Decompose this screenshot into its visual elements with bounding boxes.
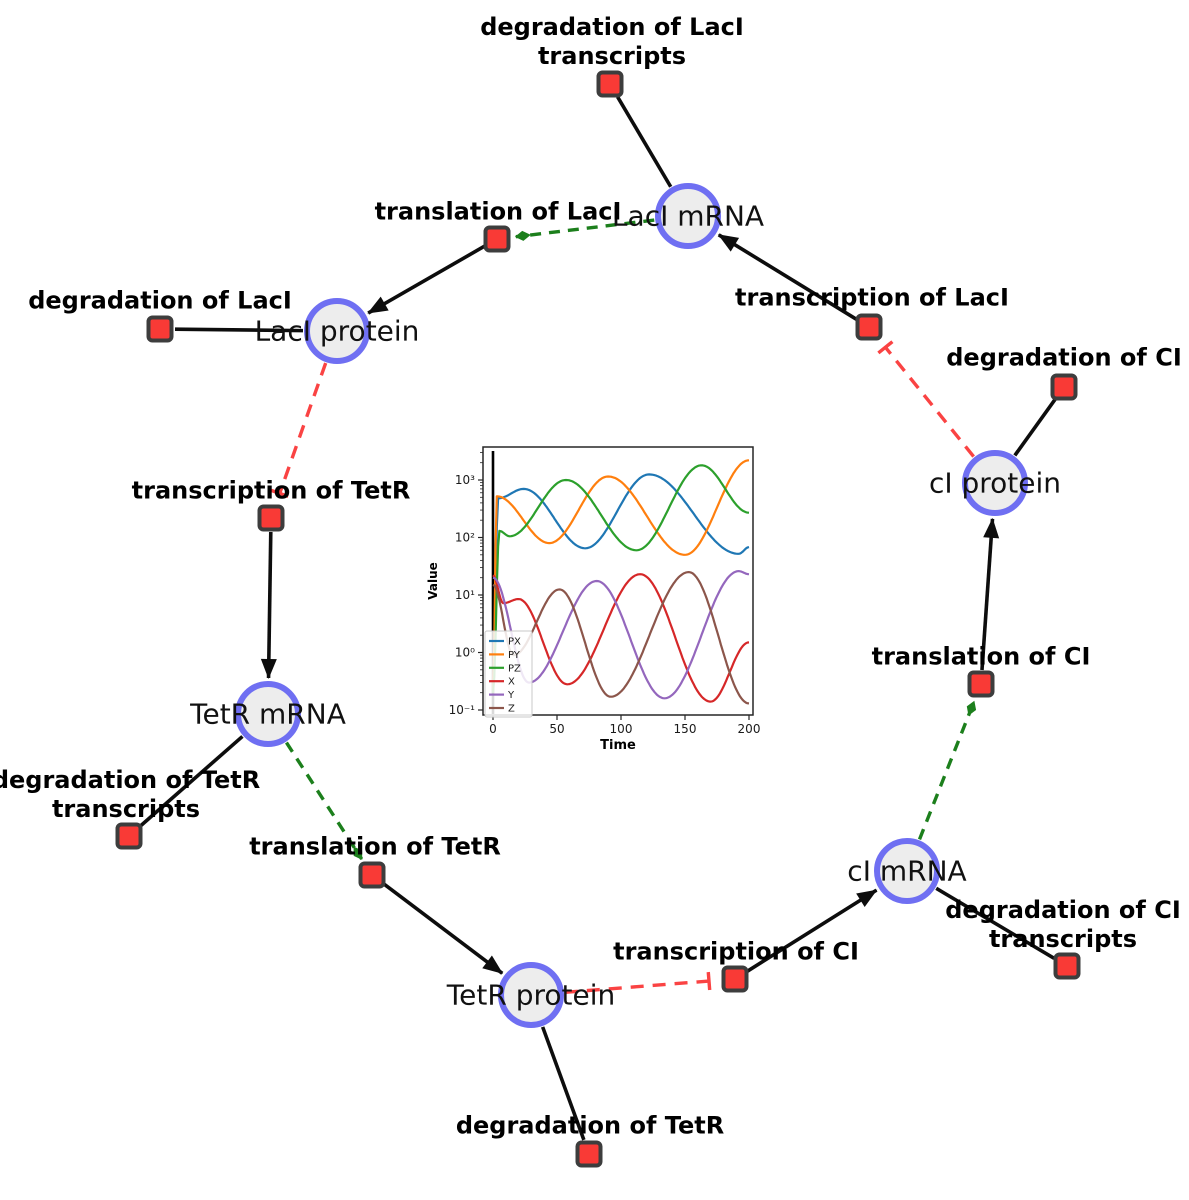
- reaction-label-deg-laci-transcripts: degradation of LacI transcripts: [480, 13, 744, 70]
- chart-series-PZ: [491, 464, 750, 693]
- edge-activation-ci-mrna-to-translation-ci: [917, 700, 977, 841]
- edge-consumption-tetr-protein-to-deg-tetr: [540, 1026, 586, 1141]
- x-tick-label: 200: [738, 722, 761, 736]
- species-label-ci-mrna: cI mRNA: [847, 854, 967, 888]
- edge-inhibition-ci-protein-to-transcription-laci: [877, 340, 975, 458]
- species-label-ci-protein: cI protein: [928, 466, 1062, 500]
- chart-frame: [482, 446, 754, 716]
- species-node-tetr-protein: [498, 962, 564, 1028]
- edge-activation-laci-mrna-to-translation-laci: [514, 218, 655, 241]
- x-tick-label: 0: [489, 722, 497, 736]
- species-node-laci-protein: [304, 298, 370, 364]
- reaction-label-deg-tetr: degradation of TetR: [455, 1111, 725, 1140]
- edge-production-translation-ci-to-ci-protein: [980, 517, 1000, 671]
- edge-production-transcription-tetr-to-tetr-mrna: [260, 531, 277, 680]
- reaction-label-transcription-ci: transcription of CI: [613, 937, 859, 966]
- edge-consumption-tetr-mrna-to-deg-tetr-transcripts: [139, 735, 244, 828]
- species-node-tetr-mrna: [235, 681, 301, 747]
- reaction-node-translation-tetr: [358, 861, 386, 889]
- x-tick-label: 150: [674, 722, 697, 736]
- reaction-node-transcription-laci: [855, 313, 883, 341]
- chart-series-PY: [491, 459, 750, 693]
- legend-label-PX: PX: [508, 637, 521, 648]
- y-tick-label: 10²: [455, 531, 475, 545]
- edge-inhibition-laci-protein-to-transcription-tetr: [270, 362, 328, 498]
- reaction-node-deg-tetr-transcripts: [115, 822, 143, 850]
- edge-production-translation-tetr-to-tetr-protein: [382, 881, 504, 975]
- edge-activation-tetr-mrna-to-translation-tetr: [285, 741, 364, 860]
- edge-consumption-laci-protein-to-deg-laci: [174, 327, 304, 333]
- reaction-node-translation-ci: [967, 670, 995, 698]
- reaction-node-deg-ci: [1050, 373, 1078, 401]
- reaction-label-deg-ci: degradation of CI: [946, 343, 1182, 372]
- reaction-label-deg-ci-transcripts: degradation of CI transcripts: [945, 896, 1181, 953]
- y-tick-label: 10³: [455, 473, 475, 487]
- y-tick-label: 10⁻¹: [449, 703, 476, 717]
- reaction-node-deg-ci-transcripts: [1053, 952, 1081, 980]
- chart-series-Y: [492, 570, 750, 700]
- reaction-label-transcription-laci: transcription of LacI: [735, 283, 1009, 312]
- edge-production-transcription-laci-to-laci-mrna: [717, 233, 859, 322]
- reaction-node-deg-laci-transcripts: [596, 70, 624, 98]
- reaction-node-deg-laci: [146, 315, 174, 343]
- inset-timeseries-chart: 10³ 10² 10¹ 10⁰ 10⁻¹ 0 50 100 150 200 Time Value PX P…: [425, 435, 770, 765]
- reaction-node-transcription-tetr: [257, 504, 285, 532]
- x-tick-label: 100: [610, 722, 633, 736]
- reaction-label-translation-ci: translation of CI: [871, 642, 1091, 671]
- y-tick-label: 10¹: [455, 588, 475, 602]
- reaction-node-deg-tetr: [575, 1140, 603, 1168]
- y-axis-label: Value: [426, 562, 440, 600]
- chart-series-Z: [492, 571, 750, 705]
- x-tick-label: 50: [549, 722, 564, 736]
- edge-production-transcription-ci-to-ci-mrna: [745, 888, 878, 974]
- reaction-node-translation-laci: [483, 225, 511, 253]
- species-label-laci-mrna: LacI mRNA: [611, 199, 765, 233]
- edge-production-translation-laci-to-laci-protein: [367, 244, 486, 315]
- edge-inhibition-tetr-protein-to-transcription-ci: [564, 971, 712, 995]
- x-axis-label: Time: [600, 738, 636, 753]
- legend-label-Z: Z: [508, 704, 515, 715]
- species-label-laci-protein: LacI protein: [254, 314, 420, 348]
- species-label-tetr-protein: TetR protein: [446, 978, 616, 1012]
- reaction-label-deg-laci: degradation of LacI: [28, 286, 292, 315]
- legend-label-X: X: [508, 677, 515, 688]
- species-node-ci-mrna: [874, 838, 940, 904]
- edge-consumption-laci-mrna-to-deg-laci-transcripts: [616, 95, 673, 188]
- species-node-ci-protein: [962, 450, 1028, 516]
- reaction-label-translation-tetr: translation of TetR: [249, 832, 501, 861]
- legend-label-PY: PY: [508, 650, 521, 661]
- edge-consumption-ci-protein-to-deg-ci: [1013, 398, 1057, 457]
- y-tick-label: 10⁰: [455, 646, 475, 660]
- reaction-label-translation-laci: translation of LacI: [374, 197, 622, 226]
- legend-label-PZ: PZ: [508, 663, 521, 674]
- species-node-laci-mrna: [655, 183, 721, 249]
- reaction-node-transcription-ci: [721, 965, 749, 993]
- species-label-tetr-mrna: TetR mRNA: [190, 697, 346, 731]
- edge-consumption-ci-mrna-to-deg-ci-transcripts: [935, 886, 1056, 960]
- reaction-label-deg-tetr-transcripts: degradation of TetR transcripts: [0, 766, 261, 823]
- reaction-label-transcription-tetr: transcription of TetR: [131, 476, 411, 505]
- legend-label-Y: Y: [507, 690, 515, 701]
